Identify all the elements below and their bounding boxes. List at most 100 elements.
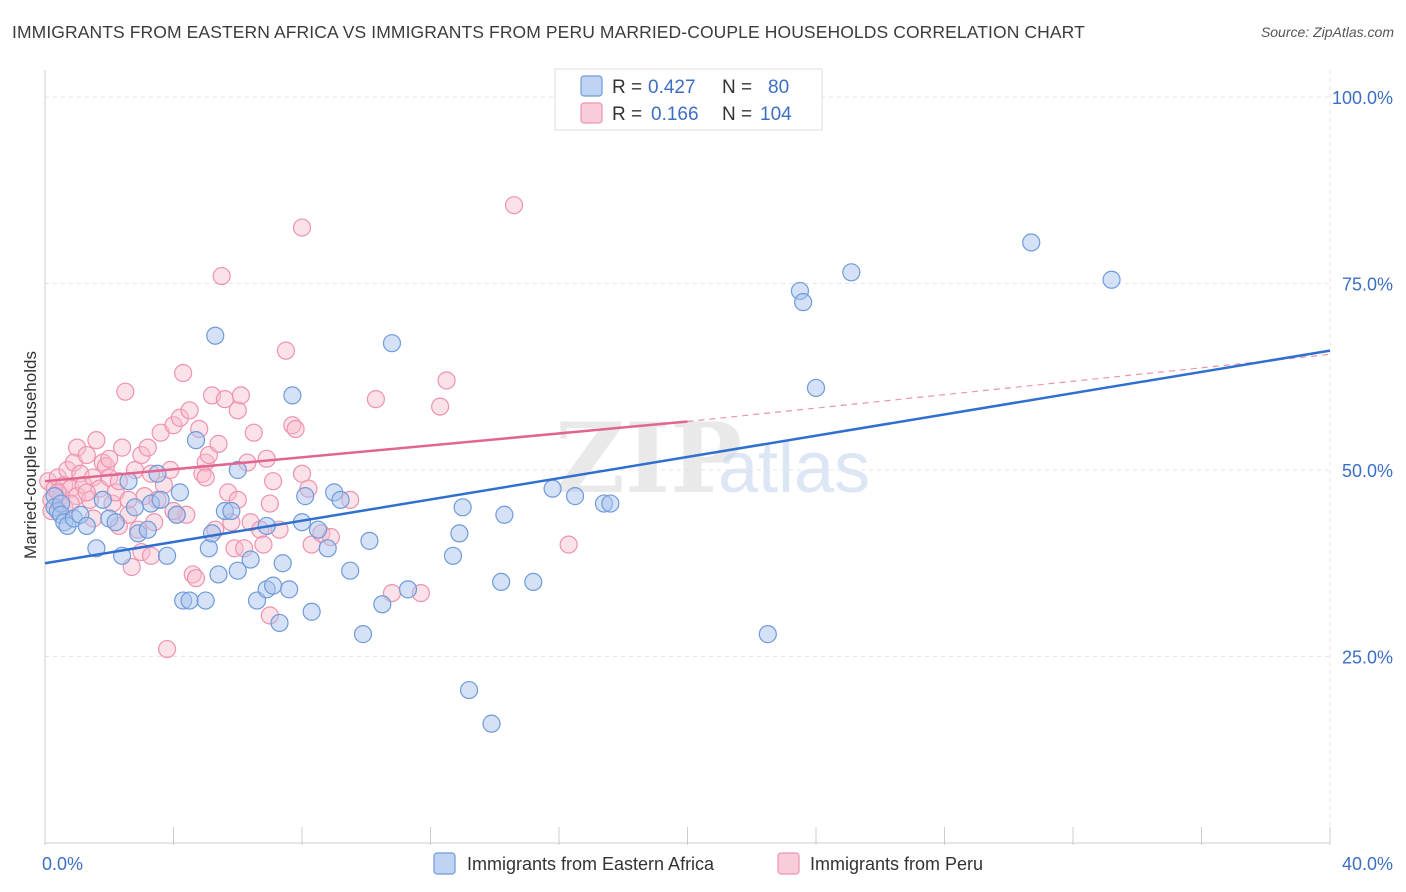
eastern-africa-point [601, 494, 620, 513]
eastern-africa-point [758, 625, 777, 644]
eastern-africa-point [382, 334, 402, 353]
peru-point [196, 468, 215, 487]
eastern-africa-trend-line [44, 349, 1331, 565]
bottom-legend-label-eastern-africa: Immigrants from Eastern Africa [467, 854, 715, 874]
legend-r-label-2: R = [612, 104, 642, 125]
peru-point [164, 416, 183, 435]
eastern-africa-point [459, 680, 479, 700]
peru-point [77, 483, 96, 502]
peru-point [504, 196, 524, 215]
y-tick-label: 75.0% [1342, 275, 1393, 295]
eastern-africa-point [1022, 233, 1041, 252]
chart-title: IMMIGRANTS FROM EASTERN AFRICA VS IMMIGR… [12, 22, 1085, 42]
eastern-africa-point [453, 498, 472, 517]
eastern-africa-point [302, 602, 321, 621]
eastern-africa-point [273, 554, 292, 573]
eastern-africa-point [148, 464, 167, 483]
eastern-africa-point [398, 580, 418, 599]
eastern-africa-point [450, 524, 469, 543]
peru-point [68, 438, 87, 457]
peru-point [276, 341, 296, 360]
top-legend: R = 0.427 N = 80 R = 0.166 N = 104 [554, 68, 823, 131]
eastern-africa-point [206, 326, 225, 345]
eastern-africa-point [543, 479, 562, 498]
peru-point [141, 546, 161, 565]
eastern-africa-point [228, 561, 247, 580]
eastern-africa-point [353, 625, 373, 644]
eastern-africa-point [151, 490, 170, 509]
peru-point [292, 218, 312, 237]
eastern-africa-point [565, 487, 585, 506]
peru-point [180, 401, 199, 420]
eastern-africa-point [241, 550, 260, 569]
x-tick-label-min: 0.0% [42, 854, 83, 874]
x-tick-labels: 0.0% 40.0% [42, 854, 1393, 874]
peru-point [77, 445, 96, 465]
legend-n-label-2: N = [722, 104, 752, 125]
eastern-africa-point [93, 490, 112, 509]
eastern-africa-point [87, 539, 106, 558]
x-tick-label-max: 40.0% [1342, 854, 1393, 874]
peru-point [186, 569, 206, 588]
eastern-africa-point [443, 546, 463, 565]
eastern-africa-point [482, 714, 501, 733]
y-tick-label: 50.0% [1342, 461, 1393, 481]
y-tick-labels: 25.0% 50.0% 75.0% 100.0% [1332, 88, 1393, 668]
peru-point [87, 431, 106, 450]
legend-swatch-peru [580, 102, 603, 124]
eastern-africa-point [77, 516, 96, 536]
peru-point [138, 438, 157, 457]
peru-point [286, 419, 305, 439]
eastern-africa-point [170, 483, 190, 502]
eastern-africa-point [263, 576, 283, 595]
legend-n-value-1: 80 [768, 77, 789, 98]
peru-point [174, 363, 193, 383]
peru-point [157, 639, 177, 659]
watermark-atlas: atlas [718, 428, 870, 508]
eastern-africa-point [806, 378, 826, 398]
peru-point [292, 464, 312, 483]
eastern-africa-point [196, 591, 215, 610]
peru-point [225, 539, 244, 558]
eastern-africa-point [1102, 270, 1121, 289]
peru-point [437, 371, 456, 390]
peru-point [231, 386, 251, 405]
peru-point [48, 468, 67, 487]
y-tick-label: 25.0% [1342, 648, 1393, 668]
eastern-africa-point [318, 539, 337, 558]
eastern-africa-point [373, 595, 392, 614]
peru-point [212, 266, 231, 286]
legend-swatch-eastern-africa [580, 75, 603, 97]
eastern-africa-point [283, 386, 302, 405]
bottom-legend: Immigrants from Eastern Africa Immigrant… [433, 852, 983, 875]
bottom-legend-label-peru: Immigrants from Peru [810, 854, 983, 874]
peru-point [244, 423, 263, 442]
legend-r-value-1: 0.427 [648, 77, 696, 98]
peru-point [100, 449, 119, 468]
eastern-africa-point [199, 539, 218, 558]
peru-point [559, 535, 578, 554]
trend-lines [44, 349, 1331, 565]
peru-point [112, 438, 132, 457]
peru-trend-line-extended [687, 353, 1331, 423]
eastern-africa-point [495, 505, 514, 524]
peru-point [132, 445, 151, 465]
peru-point [260, 494, 279, 513]
eastern-africa-point [222, 501, 241, 521]
peru-point [170, 408, 190, 427]
peru-point [116, 382, 135, 401]
y-tick-label: 100.0% [1332, 88, 1393, 108]
eastern-africa-point [186, 431, 206, 450]
eastern-africa-point [119, 472, 138, 491]
legend-n-label-1: N = [722, 77, 752, 98]
watermark-zip: ZIP [555, 402, 742, 515]
legend-r-label-1: R = [612, 77, 642, 98]
y-axis-label: Married-couple Households [21, 351, 40, 559]
eastern-africa-point [125, 498, 145, 517]
bottom-legend-swatch-eastern-africa [433, 852, 456, 875]
eastern-africa-point [360, 531, 379, 550]
source-label: Source: ZipAtlas.com [1260, 24, 1394, 40]
eastern-africa-point [228, 460, 247, 480]
peru-point [431, 397, 450, 416]
eastern-africa-point [180, 591, 199, 610]
